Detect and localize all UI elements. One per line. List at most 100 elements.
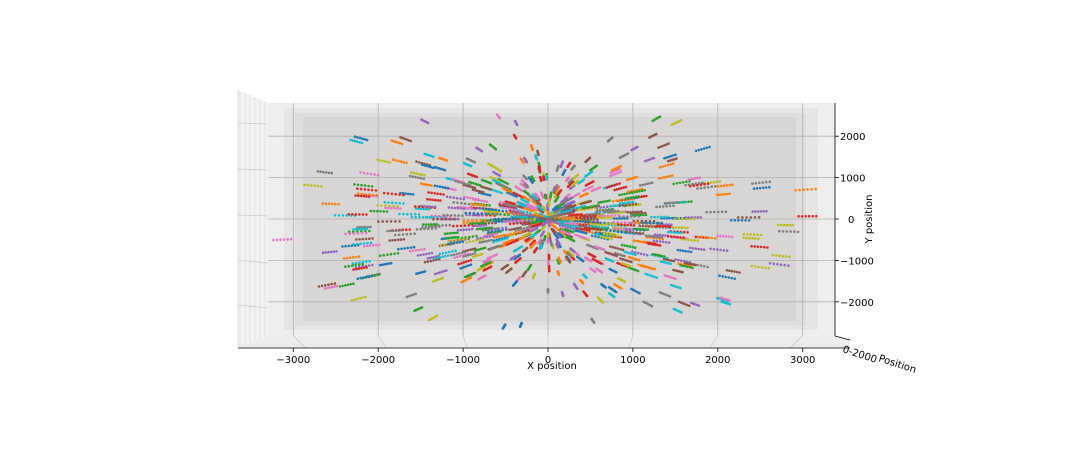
scatter-point	[735, 270, 739, 274]
scatter-point	[736, 216, 740, 219]
scatter-point	[462, 219, 466, 222]
scatter-point	[376, 158, 380, 162]
scatter-point	[658, 244, 662, 247]
scatter-point	[590, 170, 594, 174]
scatter-point	[526, 268, 530, 272]
scatter-point	[569, 196, 572, 200]
scatter-point	[413, 213, 417, 216]
scatter-point	[449, 187, 453, 191]
scatter-point	[489, 226, 493, 230]
scatter-point	[449, 236, 453, 240]
y-tick-label: 2000	[840, 132, 865, 143]
scatter-point	[628, 264, 632, 268]
scatter-point	[596, 204, 599, 207]
scatter-point	[354, 263, 358, 267]
scatter-point	[384, 206, 387, 210]
scatter-point	[663, 176, 666, 179]
scatter-point	[495, 210, 499, 214]
scatter-point	[542, 172, 545, 175]
scatter-point	[620, 221, 623, 224]
scatter-point	[565, 218, 568, 221]
scatter-point	[612, 217, 616, 220]
scatter-point	[627, 255, 631, 259]
scatter-point	[748, 236, 751, 240]
scatter-point	[435, 222, 438, 226]
scatter-point	[430, 251, 434, 255]
scatter-point	[593, 204, 596, 208]
scatter-point	[583, 218, 587, 221]
scatter-point	[550, 244, 553, 247]
scatter-point	[528, 194, 532, 198]
scatter-point	[326, 286, 329, 290]
scatter-point	[459, 228, 463, 232]
scatter-point	[611, 253, 614, 256]
scatter-point	[709, 181, 713, 184]
scatter-point	[414, 175, 417, 179]
scatter-point	[474, 222, 477, 225]
scatter-point	[385, 262, 389, 266]
scatter-point	[399, 207, 402, 210]
scatter-point	[422, 253, 425, 256]
scatter-point	[402, 193, 405, 197]
scatter-point	[800, 215, 804, 218]
scatter-point	[668, 174, 671, 178]
scatter-point	[749, 233, 753, 236]
floor-gridline	[377, 335, 387, 349]
scatter-point	[360, 227, 363, 231]
scatter-point	[415, 172, 418, 175]
scatter-point	[361, 296, 365, 299]
scatter-point	[519, 157, 523, 161]
scatter-point	[376, 173, 380, 177]
scatter-point	[459, 267, 462, 270]
scatter-point	[418, 215, 421, 219]
scatter-point	[697, 148, 701, 152]
scatter-point	[475, 248, 479, 252]
scatter-point	[542, 217, 545, 220]
scatter-point	[632, 231, 635, 234]
scatter-point	[477, 278, 480, 281]
scatter-point	[706, 265, 709, 269]
scatter-point	[443, 243, 446, 247]
scatter-point	[600, 232, 604, 235]
scatter-point	[625, 259, 629, 262]
scatter-point	[516, 239, 519, 242]
scatter-point	[696, 187, 699, 190]
scatter-point	[477, 214, 481, 217]
scatter-point	[697, 304, 701, 307]
scatter-point	[556, 213, 560, 216]
scatter-point	[498, 244, 501, 248]
scatter-point	[417, 248, 420, 252]
scatter-point	[639, 227, 642, 231]
scatter-point	[679, 286, 682, 290]
scatter-point	[520, 178, 524, 182]
scatter-point	[507, 207, 511, 211]
scatter-point	[303, 183, 306, 187]
scatter-point	[700, 248, 703, 251]
scatter-point	[445, 176, 449, 180]
scatter-point	[650, 225, 654, 228]
scatter-point	[754, 181, 758, 185]
scatter-point	[386, 253, 389, 256]
scatter-point	[650, 215, 653, 219]
scatter-point	[394, 201, 398, 205]
scatter-point	[353, 183, 356, 186]
scatter-point	[514, 239, 517, 243]
scatter-point	[637, 240, 640, 243]
scatter-point	[317, 285, 321, 288]
scatter-point	[631, 221, 635, 225]
scatter-point	[697, 247, 700, 251]
scatter-point	[396, 205, 399, 208]
scatter-point	[569, 227, 573, 230]
scatter-point	[349, 138, 352, 142]
scatter-point	[394, 192, 398, 196]
scatter-point	[783, 263, 786, 267]
scatter-point	[458, 254, 462, 258]
scatter-point	[398, 220, 401, 223]
scatter-point	[452, 196, 456, 199]
scatter-point	[730, 276, 733, 280]
scatter-point	[481, 237, 485, 241]
scatter-point	[530, 221, 533, 224]
scatter-point	[565, 197, 568, 200]
scatter-point	[341, 214, 345, 217]
scatter-point	[595, 212, 599, 216]
